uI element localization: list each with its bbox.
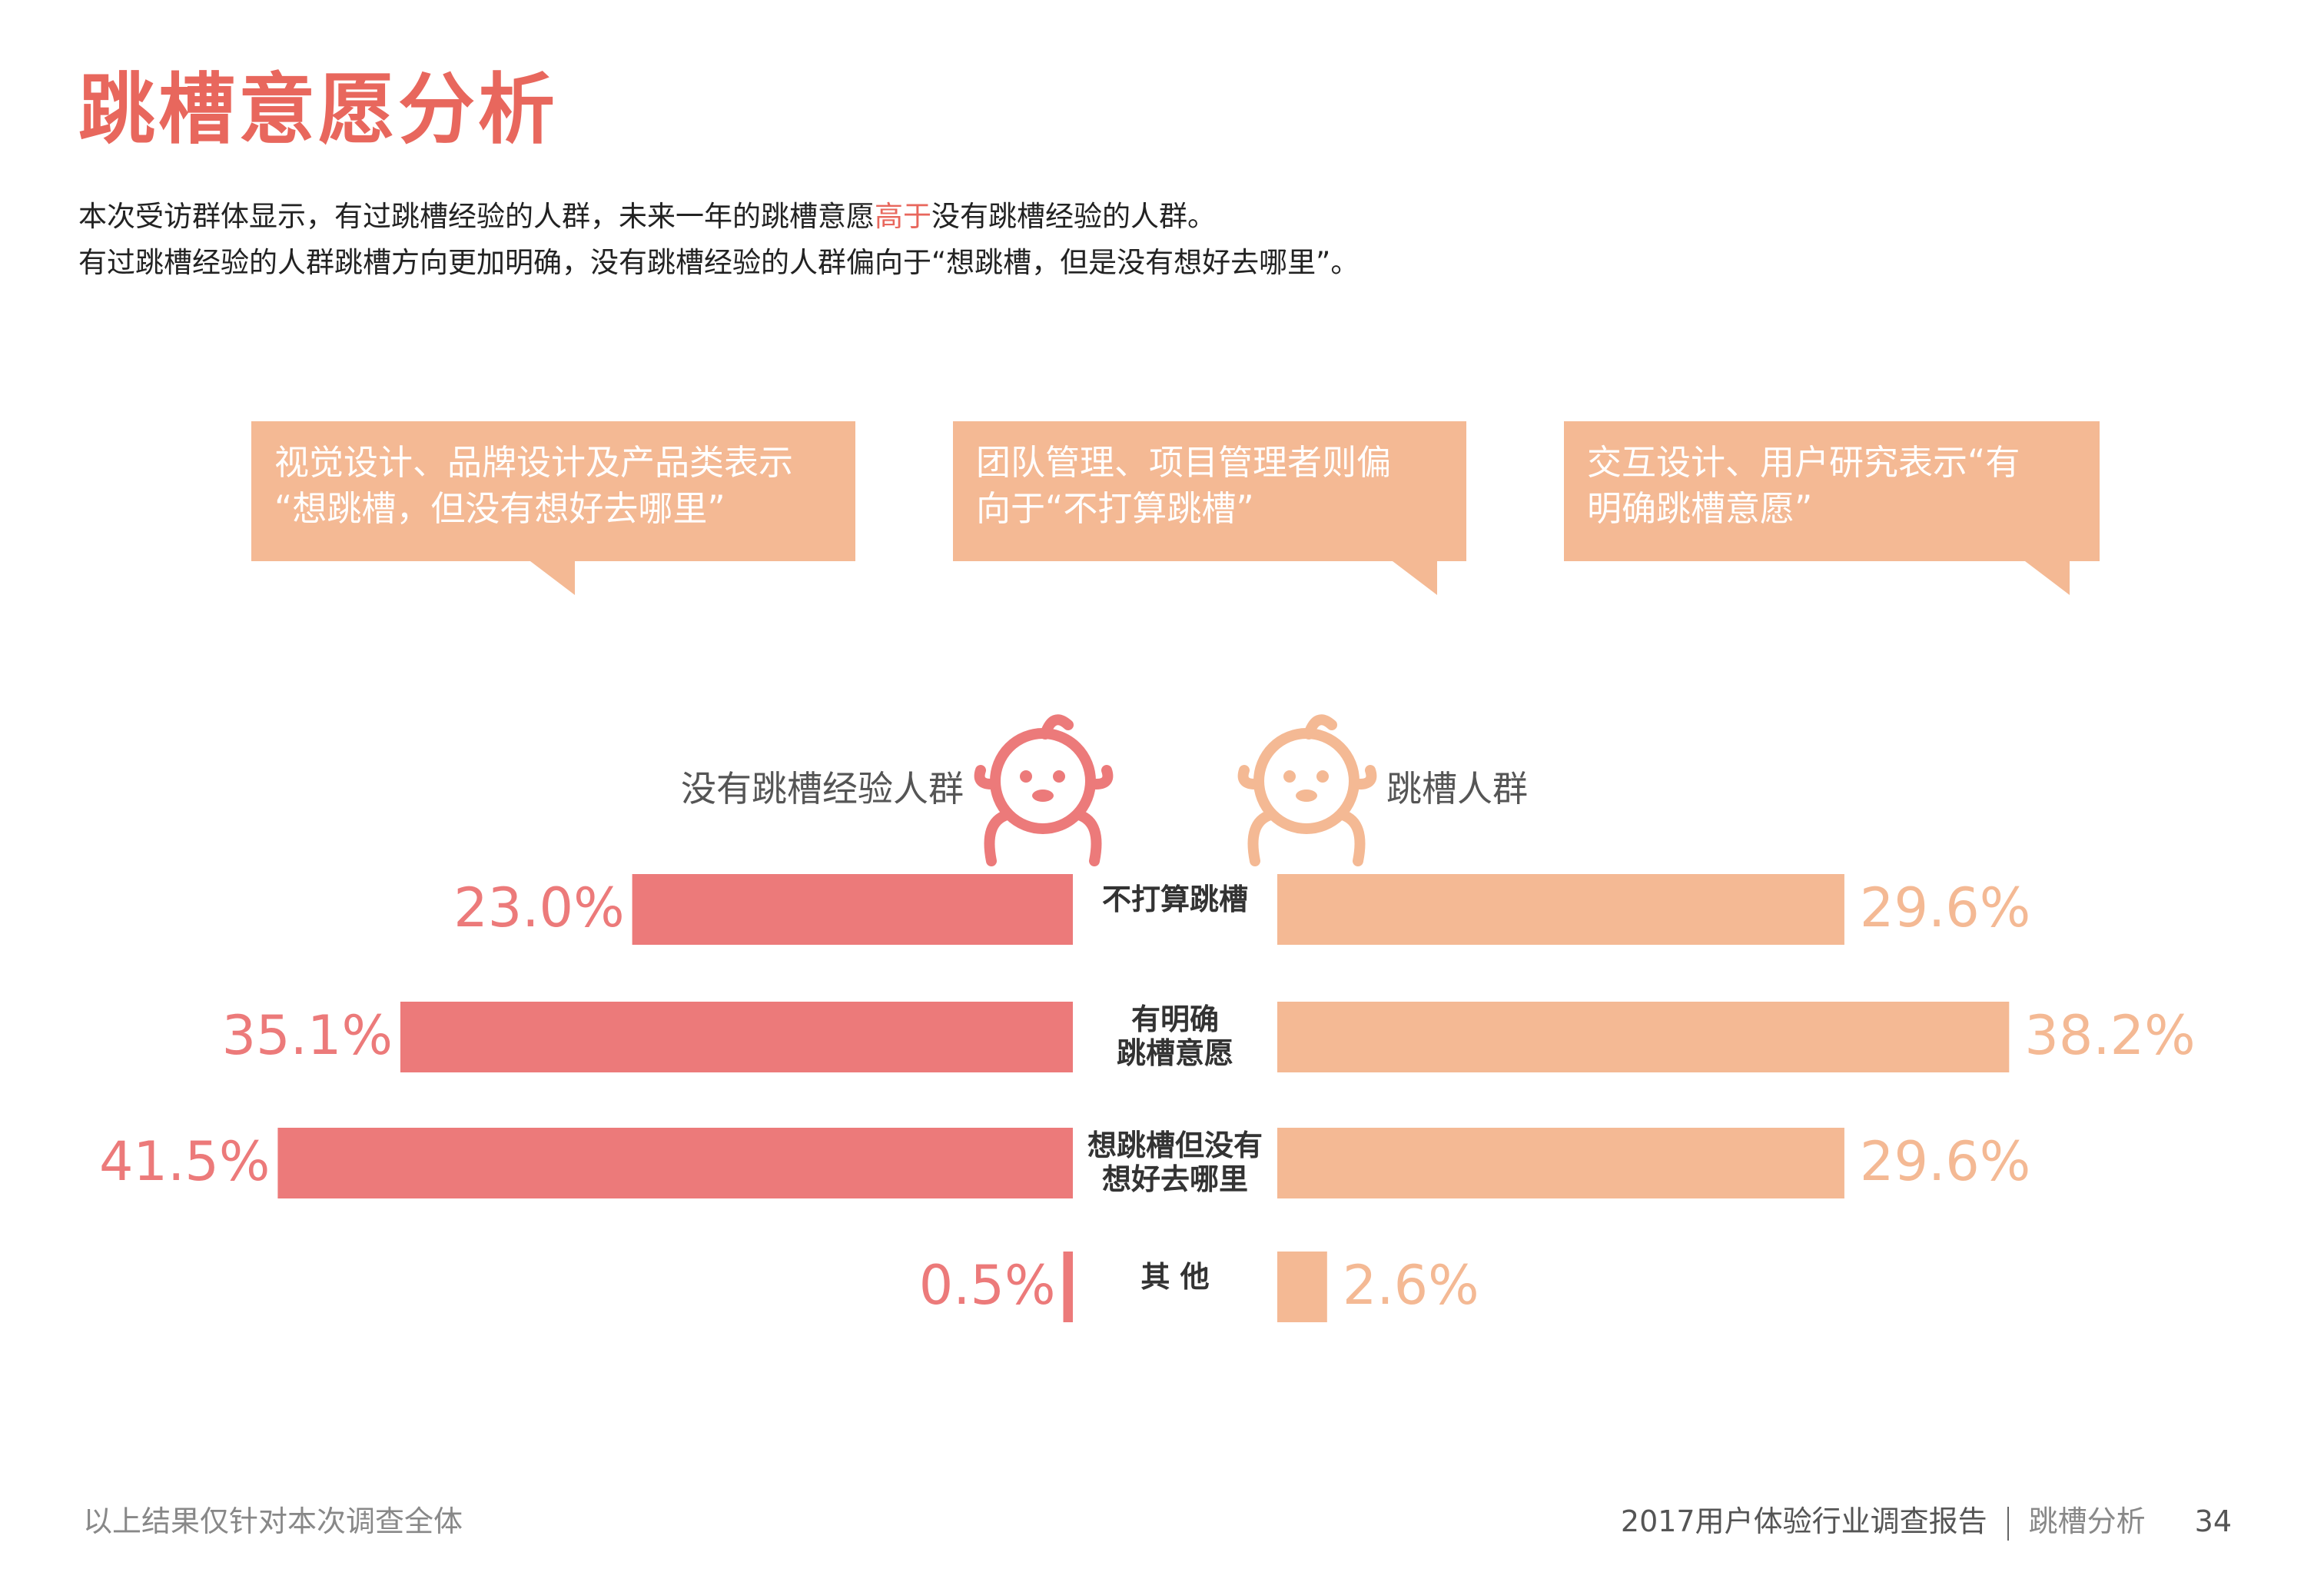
bar-left-0 (632, 874, 1073, 945)
category-label: 其 他 (1140, 1260, 1209, 1294)
page-title: 跳槽意愿分析 (78, 65, 558, 155)
callout-line: 明确跳槽意愿” (1587, 488, 1813, 529)
bar-left-1 (400, 1002, 1073, 1072)
category-label: 跳槽意愿 (1117, 1036, 1233, 1070)
callout-tail (1393, 561, 1437, 595)
data-label-left: 41.5% (99, 1130, 270, 1193)
callout-bubble-interaction: 交互设计、用户研究表示“有 明确跳槽意愿” (1564, 421, 2100, 595)
bar-right-0 (1277, 874, 1844, 945)
face-icon (974, 714, 1114, 866)
data-label-right: 2.6% (1343, 1254, 1479, 1317)
report-name: 2017用户体验行业调查报告 (1620, 1504, 1987, 1538)
section-name: 跳槽分析 (2028, 1504, 2146, 1538)
bar-right-2 (1277, 1128, 1844, 1198)
callout-line: 交互设计、用户研究表示“有 (1587, 442, 2020, 483)
category-label: 想好去哪里 (1102, 1162, 1248, 1196)
desc-highlight: 高于 (875, 200, 931, 233)
data-label-left: 35.1% (222, 1004, 393, 1067)
footer-note: 以上结果仅针对本次调查全体 (83, 1504, 463, 1538)
callout-tail (2025, 561, 2070, 595)
face-icon (1237, 714, 1377, 866)
callout-tail (530, 561, 575, 595)
page-number: 34 (2194, 1504, 2232, 1538)
data-label-left: 0.5% (919, 1254, 1056, 1317)
category-label: 不打算跳槽 (1102, 883, 1248, 916)
bar-right-1 (1277, 1002, 2010, 1072)
callout-line: “想跳槽，但没有想好去哪里” (274, 488, 725, 529)
face-icon-features (1020, 770, 1065, 802)
bar-left-2 (277, 1128, 1073, 1198)
desc-text-a: 本次受访群体显示，有过跳槽经验的人群，未来一年的跳槽意愿 (78, 200, 875, 233)
description-line-2: 有过跳槽经验的人群跳槽方向更加明确，没有跳槽经验的人群偏向于“想跳槽，但是没有想… (78, 246, 1360, 279)
legend-left-label: 没有跳槽经验人群 (681, 768, 964, 809)
data-label-right: 29.6% (1860, 876, 2030, 939)
footer-divider (2007, 1506, 2009, 1541)
callout-line: 视觉设计、品牌设计及产品类表示 (274, 442, 794, 483)
category-label: 有明确 (1131, 1002, 1219, 1036)
callout-line: 团队管理、项目管理者则偏 (976, 442, 1392, 483)
data-label-left: 23.0% (453, 876, 624, 939)
bar-right-3 (1277, 1252, 1327, 1322)
data-label-right: 29.6% (1860, 1130, 2030, 1193)
bar-left-3 (1063, 1252, 1073, 1322)
callout-line: 向于“不打算跳槽” (976, 488, 1254, 529)
category-label: 想跳槽但没有 (1087, 1129, 1263, 1162)
desc-text-b: 没有跳槽经验的人群。 (931, 200, 1216, 233)
callout-bubble-management: 团队管理、项目管理者则偏 向于“不打算跳槽” (953, 421, 1466, 595)
data-label-right: 38.2% (2024, 1004, 2195, 1067)
description: 本次受访群体显示，有过跳槽经验的人群，未来一年的跳槽意愿高于没有跳槽经验的人群。… (78, 194, 1359, 286)
footer-right: 2017用户体验行业调查报告 跳槽分析 34 (1621, 1498, 2232, 1541)
legend-right-label: 跳槽人群 (1386, 768, 1528, 809)
description-line-1: 本次受访群体显示，有过跳槽经验的人群，未来一年的跳槽意愿高于没有跳槽经验的人群。 (78, 194, 1359, 240)
face-icon-features (1283, 770, 1329, 802)
callout-bubble-design: 视觉设计、品牌设计及产品类表示 “想跳槽，但没有想好去哪里” (251, 421, 855, 595)
